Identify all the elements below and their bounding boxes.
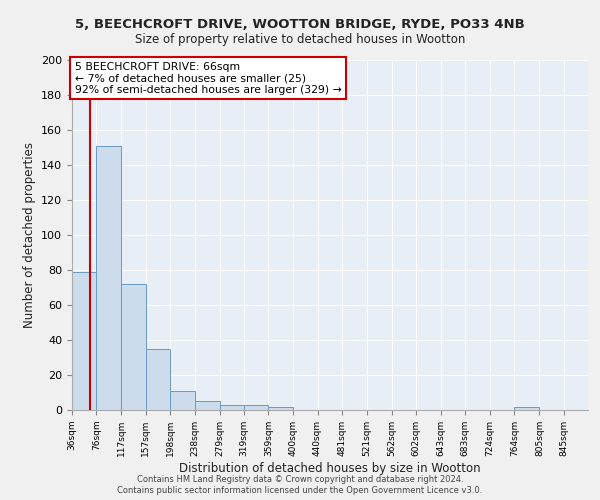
Bar [244,405,268,410]
Bar [514,406,539,410]
Bar [146,349,170,410]
Text: 5 BEECHCROFT DRIVE: 66sqm
← 7% of detached houses are smaller (25)
92% of semi-d: 5 BEECHCROFT DRIVE: 66sqm ← 7% of detach… [74,62,341,95]
Text: Contains HM Land Registry data © Crown copyright and database right 2024.: Contains HM Land Registry data © Crown c… [137,475,463,484]
Text: 5, BEECHCROFT DRIVE, WOOTTON BRIDGE, RYDE, PO33 4NB: 5, BEECHCROFT DRIVE, WOOTTON BRIDGE, RYD… [75,18,525,30]
X-axis label: Distribution of detached houses by size in Wootton: Distribution of detached houses by size … [179,462,481,474]
Y-axis label: Number of detached properties: Number of detached properties [23,142,35,328]
Bar [97,146,121,410]
Bar [220,405,244,410]
Bar [195,401,220,410]
Text: Size of property relative to detached houses in Wootton: Size of property relative to detached ho… [135,32,465,46]
Bar [268,406,293,410]
Bar [121,284,146,410]
Bar [170,391,195,410]
Text: Contains public sector information licensed under the Open Government Licence v3: Contains public sector information licen… [118,486,482,495]
Bar [72,272,97,410]
